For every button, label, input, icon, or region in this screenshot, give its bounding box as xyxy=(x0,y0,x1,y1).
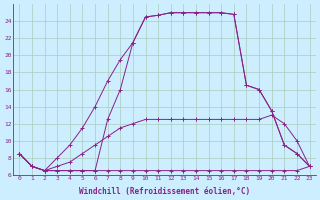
X-axis label: Windchill (Refroidissement éolien,°C): Windchill (Refroidissement éolien,°C) xyxy=(79,187,250,196)
